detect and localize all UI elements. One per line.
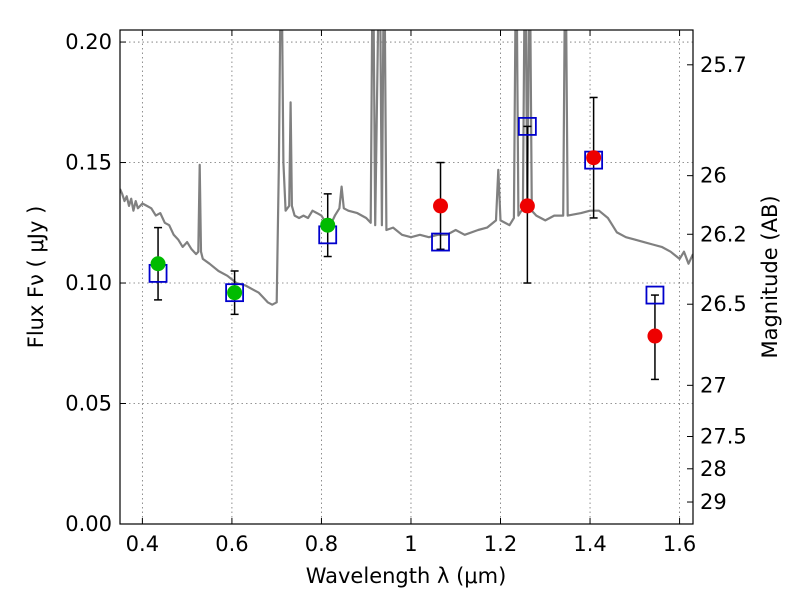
x-tick-label: 0.8 bbox=[305, 532, 338, 556]
x-tick-label: 0.4 bbox=[126, 532, 159, 556]
plot-area bbox=[120, 30, 693, 381]
x-tick-label: 1.2 bbox=[484, 532, 517, 556]
grid bbox=[120, 30, 693, 524]
data-point bbox=[320, 217, 336, 233]
model-square-marker bbox=[645, 285, 665, 305]
plot-frame bbox=[119, 29, 694, 525]
data-point bbox=[227, 285, 243, 301]
y2-tick-label: 26 bbox=[700, 164, 727, 188]
x-axis-title: Wavelength λ (μm) bbox=[306, 564, 507, 588]
y-tick-label: 0.10 bbox=[65, 271, 112, 295]
model-square-marker bbox=[431, 232, 450, 252]
y2-tick-label: 25.7 bbox=[700, 53, 747, 77]
data-point bbox=[150, 256, 166, 272]
y2-tick-label: 28 bbox=[700, 457, 727, 481]
x-tick-label: 1 bbox=[404, 532, 417, 556]
y-axis-title: Flux Fν ( μJy ) bbox=[24, 206, 48, 349]
axes: 0.4 0.6 0.8 1 1.2 1.4 1.6 0.00 0.05 0.10 0.15 0.20 2… bbox=[65, 30, 747, 556]
y-tick-label: 0.20 bbox=[65, 30, 112, 54]
model-square-marker bbox=[225, 283, 245, 303]
spectrum-line bbox=[120, 30, 693, 306]
y2-tick-label: 27.5 bbox=[700, 425, 747, 449]
data-point bbox=[586, 150, 602, 166]
data-point bbox=[433, 198, 449, 214]
y2-tick-label: 27 bbox=[700, 373, 727, 397]
data-point bbox=[519, 198, 535, 214]
x-tick-label: 0.6 bbox=[215, 532, 248, 556]
y-tick-label: 0.00 bbox=[65, 512, 112, 536]
model-square-marker bbox=[517, 116, 537, 136]
x-tick-label: 1.6 bbox=[663, 532, 696, 556]
y2-axis-title: Magnitude (AB) bbox=[758, 195, 782, 358]
x-tick-label: 1.4 bbox=[573, 532, 606, 556]
y2-tick-label: 26.5 bbox=[700, 292, 747, 316]
data-point bbox=[647, 328, 663, 344]
y-tick-label: 0.15 bbox=[65, 151, 112, 175]
y2-tick-label: 29 bbox=[700, 490, 727, 514]
y2-tick-label: 26.2 bbox=[700, 222, 747, 246]
y-tick-label: 0.05 bbox=[65, 392, 112, 416]
